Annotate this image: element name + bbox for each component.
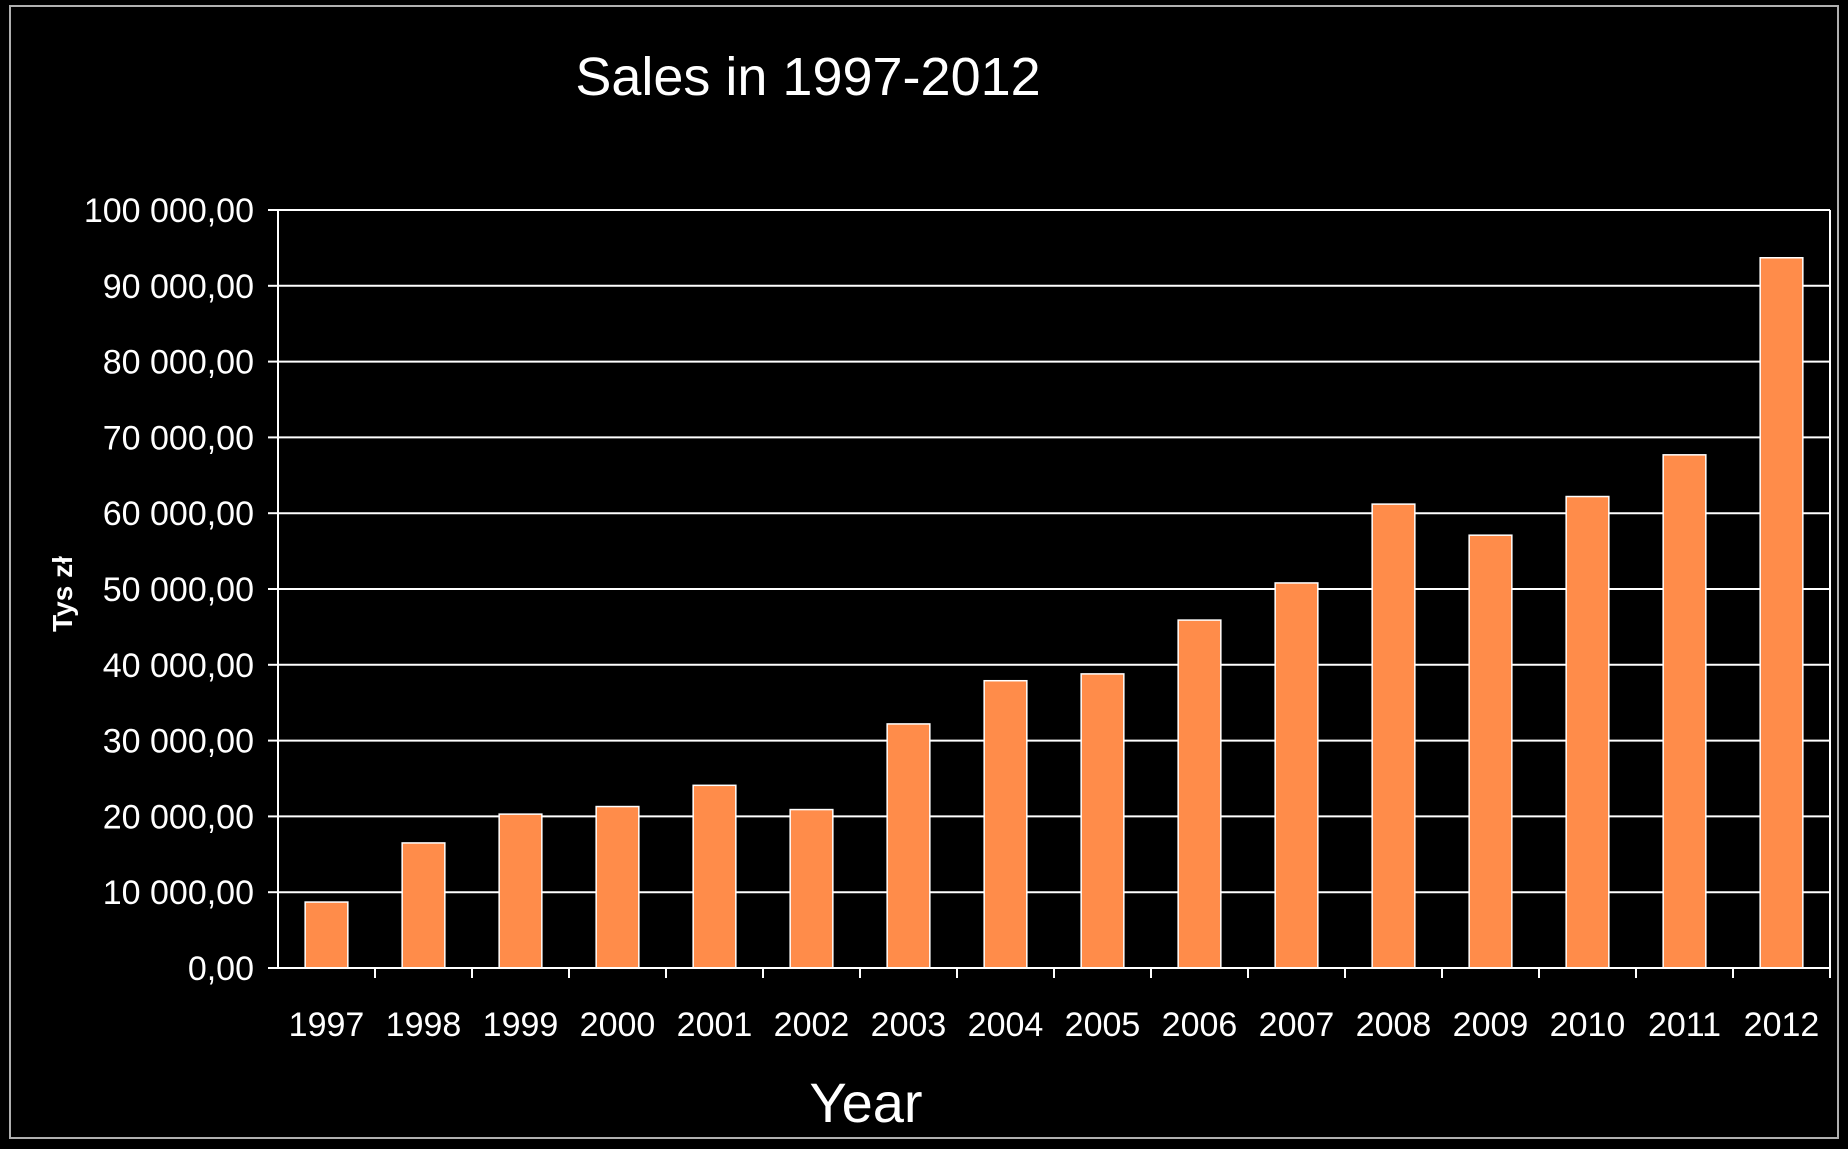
x-tick-label: 1999 [483, 1006, 559, 1044]
bar-2009 [1468, 534, 1513, 969]
y-tick-label: 40 000,00 [103, 647, 254, 685]
y-tick-label: 30 000,00 [103, 723, 254, 761]
bar-2007 [1274, 582, 1319, 969]
x-tick-label: 2010 [1550, 1006, 1626, 1044]
x-tick-label: 2009 [1453, 1006, 1529, 1044]
bar-1999 [498, 813, 543, 969]
bar-2003 [886, 723, 931, 969]
bar-1997 [304, 901, 349, 969]
y-tick-label: 90 000,00 [103, 268, 254, 306]
y-tick-label: 50 000,00 [103, 571, 254, 609]
y-tick-label: 0,00 [188, 950, 254, 988]
bar-2000 [595, 805, 640, 969]
x-tick-label: 2002 [774, 1006, 850, 1044]
chart-title: Sales in 1997-2012 [575, 47, 1040, 107]
y-tick-label: 20 000,00 [103, 798, 254, 836]
x-tick-label: 2004 [968, 1006, 1044, 1044]
axes [277, 210, 1831, 969]
x-tick-labels: 1997 1998 1999 2000 2001 2002 2003 2004 2005 2006… [289, 1006, 1820, 1044]
bar-2011 [1662, 454, 1707, 969]
bar-2012 [1759, 257, 1804, 969]
bar-2010 [1565, 495, 1610, 969]
x-tick-label: 2003 [871, 1006, 947, 1044]
x-tick-label: 2012 [1744, 1006, 1820, 1044]
x-tick-label: 2006 [1162, 1006, 1238, 1044]
bar-2008 [1371, 503, 1416, 969]
x-tick-label: 2000 [580, 1006, 656, 1044]
bar-2005 [1080, 673, 1125, 969]
x-tick-label: 2001 [677, 1006, 753, 1044]
y-tick-labels: 0,00 10 000,00 20 000,00 30 000,00 40 000,00… [84, 192, 254, 988]
x-tick-label: 1997 [289, 1006, 365, 1044]
y-axis-label: Tys zł [47, 556, 78, 632]
bar-2006 [1177, 619, 1222, 969]
x-tick-label: 2008 [1356, 1006, 1432, 1044]
y-tick-label: 80 000,00 [103, 344, 254, 382]
bar-2004 [983, 679, 1028, 969]
y-tick-label: 10 000,00 [103, 874, 254, 912]
x-tick-label: 2007 [1259, 1006, 1335, 1044]
bars [304, 257, 1804, 969]
y-tick-label: 60 000,00 [103, 495, 254, 533]
bar-1998 [401, 842, 446, 969]
y-tick-label: 70 000,00 [103, 419, 254, 457]
bar-2001 [692, 784, 737, 969]
bar-2002 [789, 808, 834, 969]
x-axis-label: Year [809, 1071, 922, 1134]
y-tick-label: 100 000,00 [84, 192, 254, 230]
x-tick-label: 2011 [1648, 1006, 1721, 1044]
x-tick-label: 1998 [386, 1006, 462, 1044]
x-tick-label: 2005 [1065, 1006, 1141, 1044]
